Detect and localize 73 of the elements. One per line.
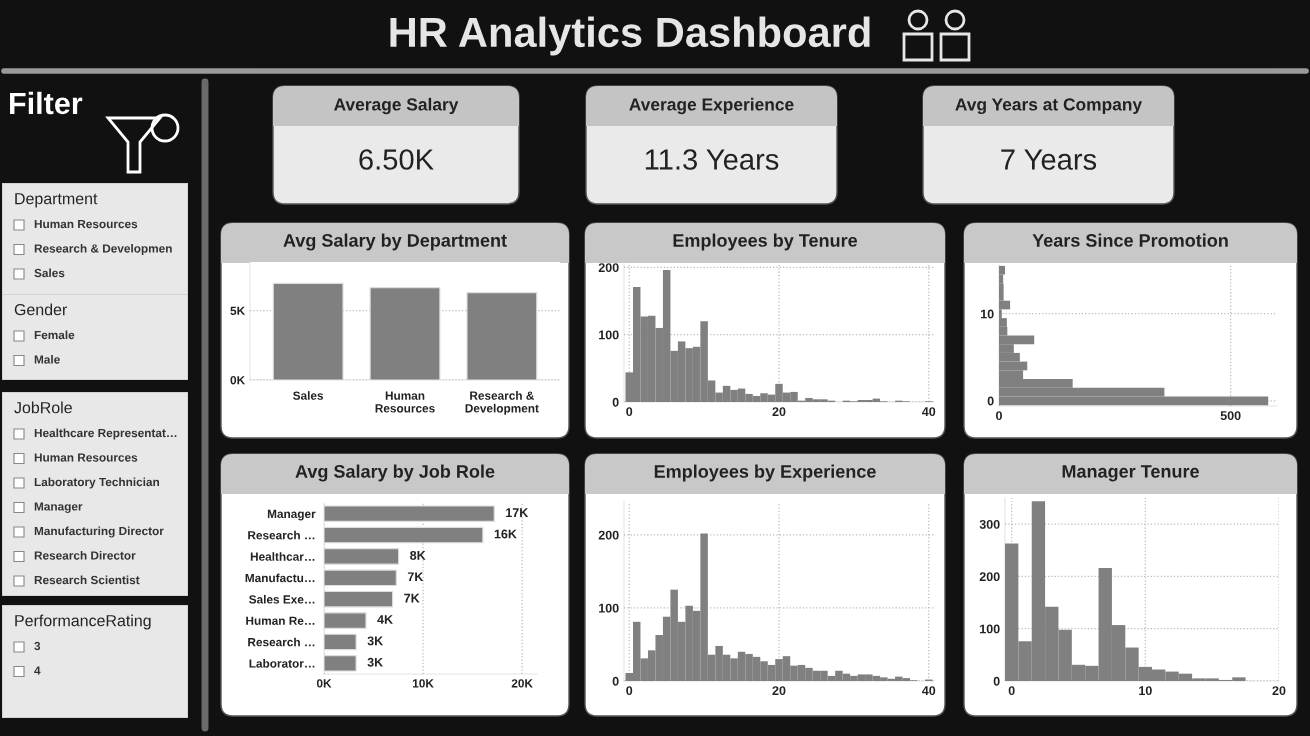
- text: Manufacturing Director: [34, 526, 164, 538]
- text: Gender: [14, 303, 68, 316]
- y-tick-label: Human Re…: [246, 616, 315, 625]
- x-tick-label: 10K: [412, 679, 434, 688]
- data-label: 3K: [367, 636, 384, 646]
- text: Human Resources: [34, 219, 138, 229]
- y-tick-label: Sales Exe…: [249, 594, 315, 604]
- data-label: 7K: [404, 593, 420, 603]
- y-tick-label: Laborator…: [249, 659, 315, 668]
- y-tick-label: 100: [599, 603, 619, 613]
- y-tick-label: 200: [598, 263, 619, 273]
- x-tick-label: 0: [626, 407, 633, 417]
- text: Research Scientist: [34, 575, 140, 585]
- text: Research & Developmen: [34, 244, 172, 255]
- x-tick-label: Research & Development: [465, 391, 539, 415]
- text: Department: [15, 193, 98, 208]
- chart-title: Employees by Experience: [654, 464, 876, 482]
- x-tick-label: 10: [1139, 686, 1152, 696]
- x-tick-label: 20: [1272, 686, 1286, 696]
- y-tick-label: Healthcar…: [250, 552, 315, 561]
- text: 7 Years: [1001, 149, 1097, 170]
- text: Manager: [34, 502, 83, 513]
- data-label: 4K: [377, 615, 393, 624]
- text: Filter: [10, 91, 83, 115]
- x-tick-label: 0: [1008, 686, 1015, 696]
- data-label: 17K: [506, 508, 529, 517]
- text: 3: [34, 641, 41, 651]
- x-tick-label: 0K: [316, 679, 332, 688]
- chart-title: Avg Salary by Department: [283, 233, 507, 251]
- text: 11.3 Years: [645, 149, 779, 170]
- x-tick-label: 40: [922, 407, 936, 417]
- x-tick-label: Sales: [293, 391, 324, 400]
- y-tick-label: 10: [981, 309, 994, 319]
- x-tick-label: 0: [626, 686, 633, 696]
- text: JobRole: [14, 401, 72, 414]
- text: Human Resources: [34, 453, 138, 462]
- y-tick-label: 100: [599, 330, 619, 340]
- text: Male: [34, 355, 60, 364]
- text: 6.50K: [359, 149, 434, 170]
- x-tick-label: 20K: [511, 679, 533, 688]
- x-tick-label: 500: [1220, 411, 1241, 421]
- text: Female: [34, 330, 75, 340]
- text: Average Experience: [629, 97, 794, 115]
- text: Laboratory Technician: [34, 477, 160, 489]
- x-tick-label: 40: [922, 686, 936, 696]
- text: Sales: [34, 268, 65, 278]
- data-label: 3K: [367, 657, 384, 667]
- data-label: 16K: [494, 529, 517, 539]
- y-tick-label: Research …: [248, 637, 315, 647]
- text: Healthcare Representat…: [34, 428, 177, 440]
- text: 4: [34, 666, 41, 675]
- y-tick-label: 300: [979, 519, 1000, 529]
- chart-title: Manager Tenure: [1062, 465, 1199, 482]
- y-tick-label: 5K: [230, 306, 246, 315]
- data-label: 8K: [410, 550, 426, 560]
- y-tick-label: Research …: [248, 530, 315, 540]
- chart-title: Avg Salary by Job Role: [295, 464, 495, 482]
- y-tick-label: 200: [979, 572, 1000, 582]
- y-tick-label: Manufactu…: [245, 573, 315, 583]
- text: Avg Years at Company: [955, 98, 1143, 115]
- text: Average Salary: [334, 97, 459, 115]
- x-tick-label: 20: [772, 407, 786, 417]
- x-tick-label: Human Resources: [375, 391, 435, 413]
- text: PerformanceRating: [15, 614, 151, 630]
- text: Research Director: [34, 551, 136, 560]
- data-label: 7K: [407, 572, 424, 582]
- x-tick-label: 20: [772, 686, 786, 696]
- y-tick-label: 200: [598, 530, 619, 540]
- y-tick-label: Manager: [267, 509, 316, 521]
- y-tick-label: 100: [980, 624, 1000, 634]
- chart-title: Years Since Promotion: [1032, 233, 1228, 247]
- chart-title: Employees by Tenure: [673, 233, 858, 251]
- text: HR Analytics Dashboard: [390, 16, 870, 56]
